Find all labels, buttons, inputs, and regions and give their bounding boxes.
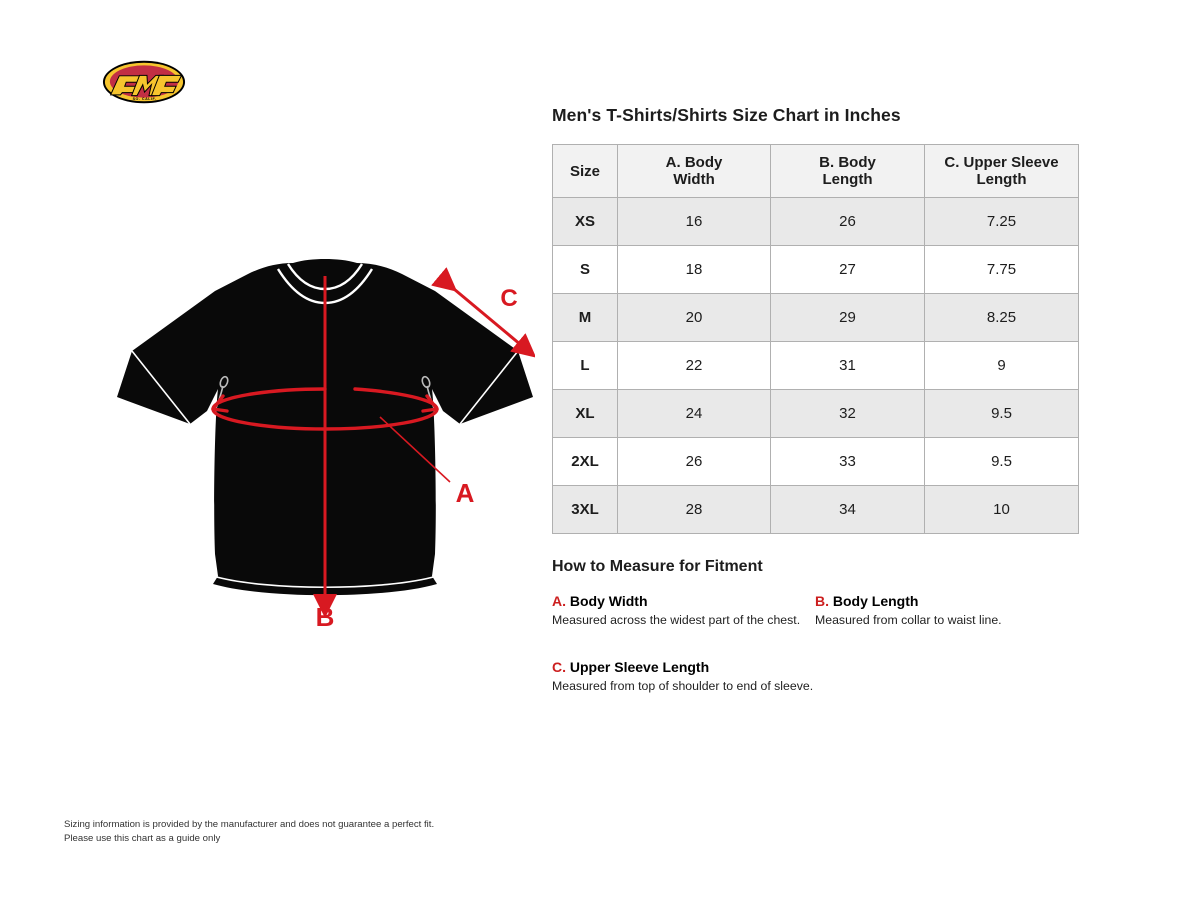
svg-text:A: A xyxy=(456,478,475,508)
svg-text:B: B xyxy=(316,602,335,632)
svg-text:SO. CALIF.: SO. CALIF. xyxy=(133,97,157,101)
svg-text:C: C xyxy=(500,285,517,312)
